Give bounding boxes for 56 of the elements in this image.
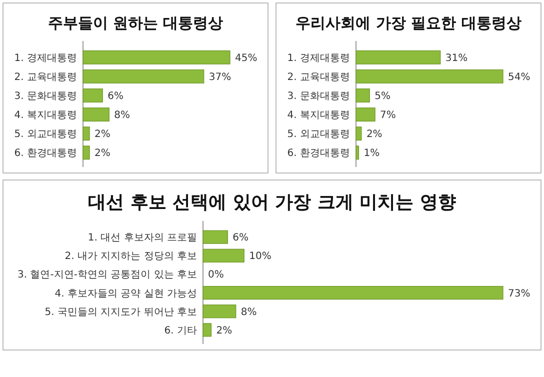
bar: [82, 88, 103, 102]
data-label: 1%: [364, 148, 380, 160]
bar: [356, 50, 441, 64]
y-tick-label: 2. 교육대통령: [14, 72, 77, 83]
bar: [202, 286, 504, 300]
chart-title: 주부들이 원하는 대통령상: [48, 14, 224, 32]
data-label: 45%: [235, 52, 258, 64]
y-tick-label: 5. 국민들의 지지도가 뛰어난 후보: [44, 306, 197, 318]
bar: [82, 146, 90, 160]
y-tick-label: 4. 후보자들의 공약 실현 가능성: [54, 288, 197, 300]
data-label: 6%: [232, 232, 249, 244]
data-label: 10%: [249, 251, 272, 262]
bar: [202, 323, 212, 337]
data-label: 37%: [208, 72, 232, 83]
y-tick-label: 1. 경제대통령: [287, 52, 350, 64]
data-label: 8%: [114, 110, 130, 122]
y-tick-label: 4. 복지대통령: [287, 110, 350, 122]
y-tick-label: 2. 교육대통령: [287, 72, 350, 83]
bar: [356, 146, 360, 160]
y-tick-label: 6. 환경대통령: [14, 148, 77, 160]
y-tick-label: 6. 기타: [164, 325, 197, 336]
bar: [82, 108, 110, 122]
bar: [82, 126, 90, 141]
bar: [202, 304, 236, 318]
chart-title: 우리사회에 가장 필요한 대통령상: [296, 14, 522, 32]
data-label: 73%: [508, 288, 530, 300]
y-tick-label: 3. 문화대통령: [287, 90, 350, 102]
data-label: 31%: [445, 52, 468, 64]
bar: [356, 108, 376, 122]
bar: [202, 230, 228, 244]
data-label: 2%: [94, 148, 110, 160]
data-label: 2%: [216, 325, 232, 336]
data-label: 2%: [94, 129, 110, 140]
bar: [356, 88, 370, 102]
y-tick-label: 1. 대선 후보자의 프로필: [88, 232, 197, 244]
y-tick-label: 1. 경제대통령: [14, 52, 77, 64]
bar: [356, 69, 504, 84]
data-label: 5%: [374, 90, 390, 102]
data-label: 2%: [366, 129, 382, 140]
bar: [82, 69, 204, 84]
y-tick-label: 5. 외교대통령: [287, 129, 350, 140]
data-label: 54%: [508, 72, 530, 83]
bar: [356, 126, 362, 141]
y-tick-label: 5. 외교대통령: [14, 129, 77, 140]
bar: [82, 50, 230, 64]
y-tick-label: 2. 내가 지지하는 정당의 후보: [64, 251, 197, 262]
chart-title: 대선 후보 선택에 있어 가장 크게 미치는 영향: [88, 192, 456, 213]
data-label: 6%: [108, 90, 124, 102]
bar: [202, 248, 244, 262]
y-tick-label: 6. 환경대통령: [287, 148, 350, 160]
y-tick-label: 3. 혈연-지연-학연의 공통점이 있는 후보: [18, 270, 197, 281]
data-label: 7%: [380, 110, 396, 122]
data-label: 8%: [240, 306, 257, 318]
y-tick-label: 4. 복지대통령: [14, 110, 77, 122]
y-tick-label: 3. 문화대통령: [14, 90, 77, 102]
data-label: 0%: [208, 270, 224, 281]
